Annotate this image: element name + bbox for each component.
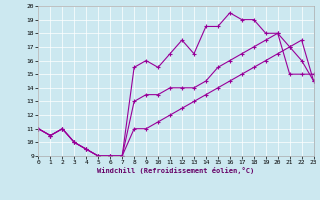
X-axis label: Windchill (Refroidissement éolien,°C): Windchill (Refroidissement éolien,°C)	[97, 167, 255, 174]
